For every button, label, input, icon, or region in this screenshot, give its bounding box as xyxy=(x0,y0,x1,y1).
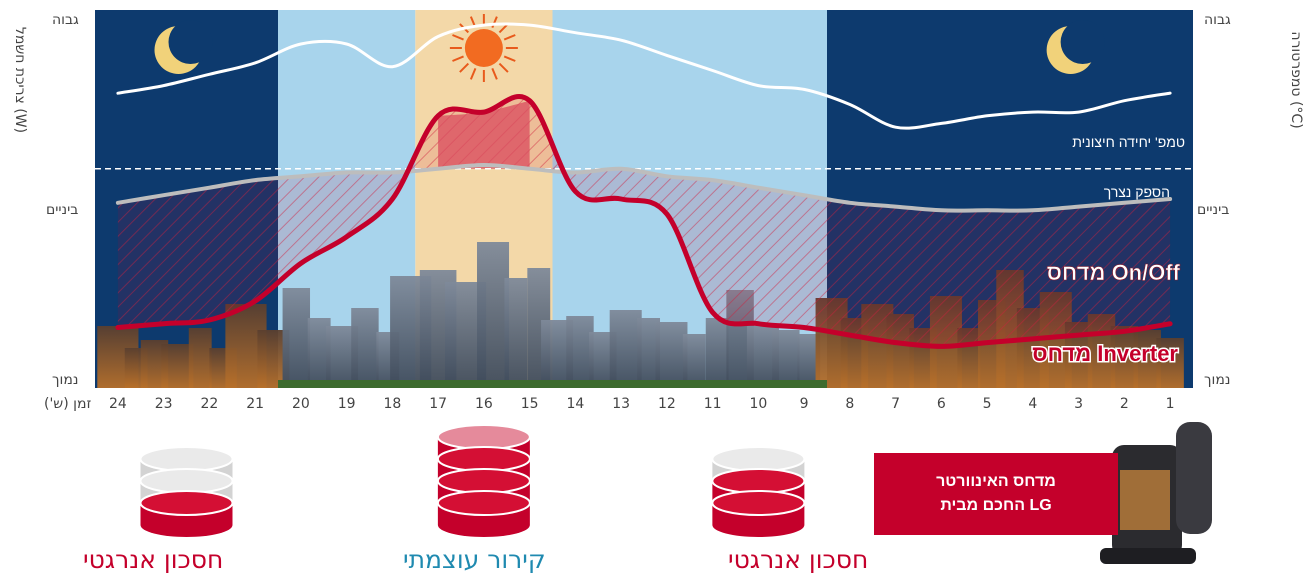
x-tick-label: 14 xyxy=(566,396,585,412)
x-tick-label: 1 xyxy=(1165,396,1175,412)
x-tick-label: 20 xyxy=(291,396,310,412)
sun-icon xyxy=(464,29,503,67)
cylinder-segment-top xyxy=(436,468,531,494)
right-axis-mid: ביניים xyxy=(1197,202,1230,218)
sun-ray xyxy=(452,34,464,41)
x-tick-label: 22 xyxy=(200,396,219,412)
product-badge-line2: החכם מבית LG xyxy=(940,497,1052,514)
left-axis-high: גבוה xyxy=(52,12,79,28)
outdoor-temp-line xyxy=(116,22,1172,130)
cylinder-segment xyxy=(436,490,531,537)
skyline-building xyxy=(797,334,821,388)
cylinder-segment-top xyxy=(436,424,531,450)
skyline-building xyxy=(772,330,800,388)
left-axis-title: צריכת חשמל (W) xyxy=(12,26,28,134)
cylinder-segment-top xyxy=(711,446,806,472)
x-tick-label: 6 xyxy=(936,396,946,412)
left-axis-low: נמוך xyxy=(52,372,79,388)
compressor-cutaway xyxy=(1120,470,1170,530)
sun-ray xyxy=(459,62,470,73)
right-axis-low: נמוך xyxy=(1204,372,1231,388)
cylinder-segment-top xyxy=(139,446,234,472)
sun-ray xyxy=(491,67,498,80)
x-tick-label: 2 xyxy=(1119,396,1129,412)
x-tick-label: 23 xyxy=(154,396,173,412)
product-badge-line1: מדחס האינוורטר xyxy=(936,473,1056,490)
cylinder-segment-top xyxy=(139,468,234,494)
x-tick-label: 12 xyxy=(657,396,676,412)
compressor-accumulator xyxy=(1176,422,1212,534)
x-axis-unit-label: זמן (ש') xyxy=(44,396,92,412)
x-tick-label: 9 xyxy=(799,396,809,412)
sun-ray xyxy=(503,55,516,62)
skyline-building xyxy=(682,334,706,388)
x-tick-label: 11 xyxy=(703,396,722,412)
savings-tint-area xyxy=(117,96,1171,347)
skyline-building xyxy=(609,310,642,388)
sun-ray xyxy=(503,34,516,41)
sun-ray xyxy=(469,67,477,80)
compressor-image xyxy=(1100,422,1212,564)
skyline-building xyxy=(161,344,194,388)
skyline-building xyxy=(637,318,661,388)
x-tick-label: 21 xyxy=(246,396,265,412)
x-tick-label: 7 xyxy=(891,396,901,412)
x-tick-label: 5 xyxy=(982,396,992,412)
bottom-label-energy-saving-left: חסכון אנרגטי xyxy=(83,545,224,574)
x-tick-label: 3 xyxy=(1074,396,1084,412)
right-axis-title: טמפרטורה (°C) xyxy=(1288,31,1304,129)
compressor-base xyxy=(1100,548,1196,564)
product-badge: מדחס האינוורטר החכם מבית LG xyxy=(874,453,1118,535)
sun-ray xyxy=(452,55,464,62)
x-tick-label: 18 xyxy=(383,396,402,412)
skyline-building xyxy=(188,328,212,388)
bottom-label-energy-saving-right: חסכון אנרגטי xyxy=(728,545,869,574)
skyline-building xyxy=(282,288,311,388)
skyline-park xyxy=(278,380,827,388)
annotation-onoff: מדחס On/Off xyxy=(1047,260,1181,285)
x-tick-label: 16 xyxy=(474,396,493,412)
cylinder-segment-top xyxy=(711,468,806,494)
skyline-building xyxy=(504,278,528,388)
peak-power-fill xyxy=(438,100,530,169)
moon-shadow xyxy=(168,20,213,64)
skyline-building xyxy=(307,318,331,388)
x-tick-label: 24 xyxy=(108,396,127,412)
cylinder-segment xyxy=(711,490,806,537)
annotation-required-power: הספק נצרך xyxy=(1104,184,1170,200)
cylinder-segment xyxy=(139,490,234,537)
annotation-inverter: מדחס Inverter xyxy=(1032,341,1178,366)
skyline-building xyxy=(705,318,729,388)
x-tick-label: 15 xyxy=(520,396,539,412)
skyline-building xyxy=(477,242,510,388)
x-tick-label: 4 xyxy=(1028,396,1038,412)
x-tick-label: 10 xyxy=(749,396,768,412)
x-tick-label: 19 xyxy=(337,396,356,412)
inverter-compressor-line xyxy=(115,94,1173,349)
right-axis-high: גבוה xyxy=(1204,12,1231,28)
cylinder-segment-top xyxy=(139,490,234,516)
x-tick-label: 13 xyxy=(612,396,631,412)
cylinder-segment-top xyxy=(711,490,806,516)
moon-shadow xyxy=(1060,20,1105,64)
x-tick-label: 17 xyxy=(429,396,448,412)
savings-hatch-area xyxy=(117,96,1171,347)
skyline-building xyxy=(655,322,688,388)
sun-ray xyxy=(491,16,498,29)
onoff-compressor-line xyxy=(115,162,1173,213)
cylinder-segment-top xyxy=(436,490,531,516)
skyline-building xyxy=(1156,338,1184,388)
sun-ray xyxy=(498,62,509,73)
cylinder-segment-top xyxy=(436,446,531,472)
bottom-label-powerful-cooling: קירור עוצמתי xyxy=(403,545,546,574)
annotation-outdoor-temp: טמפ' יחידה חיצונית xyxy=(1072,134,1185,150)
left-axis-mid: ביניים xyxy=(46,202,79,218)
skyline-building xyxy=(351,308,379,388)
x-tick-label: 8 xyxy=(845,396,855,412)
